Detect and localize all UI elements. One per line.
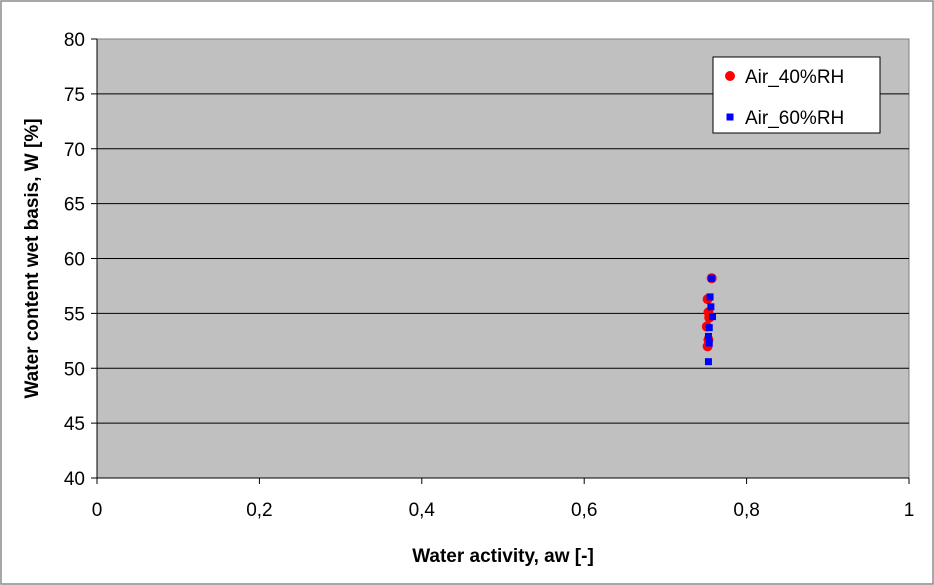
legend-marker-air-40: [725, 71, 735, 81]
data-point-square: [705, 324, 713, 332]
x-tick-label: 0,4: [409, 500, 436, 521]
x-tick-label: 0: [92, 500, 103, 521]
data-point-square: [708, 274, 716, 282]
data-point-square: [704, 332, 712, 340]
y-tick-label: 50: [64, 359, 85, 380]
legend-label-air-40: Air_40%RH: [745, 67, 844, 88]
y-tick-label: 60: [64, 250, 85, 271]
x-tick-label: 0,6: [571, 500, 597, 521]
legend: Air_40%RH Air_60%RH: [712, 56, 881, 134]
y-tick-label: 80: [64, 30, 85, 51]
data-point-square: [708, 313, 716, 321]
legend-marker-air-60: [726, 113, 734, 121]
tick-labels: 40 45 50 55 60 65 70 75 80 0 0,2 0,4 0,6 0,8 1: [64, 30, 914, 521]
data-point-square: [707, 303, 715, 311]
data-point-square: [704, 358, 712, 366]
y-tick-label: 45: [64, 414, 85, 435]
data-points: [701, 273, 717, 366]
data-point-square: [706, 293, 714, 301]
x-axis-title: Water activity, aw [-]: [412, 546, 594, 567]
x-tick-label: 0,2: [246, 500, 272, 521]
y-axis-title: Water content wet basis, W [%]: [22, 118, 43, 398]
axes: [91, 38, 910, 484]
y-tick-label: 75: [64, 85, 85, 106]
y-tick-label: 55: [64, 304, 85, 325]
x-tick-label: 0,8: [733, 500, 759, 521]
y-tick-label: 65: [64, 195, 85, 216]
grid-lines: [97, 93, 909, 424]
legend-box: [712, 56, 881, 134]
y-tick-label: 70: [64, 140, 85, 161]
y-tick-label: 40: [64, 469, 85, 490]
legend-label-air-60: Air_60%RH: [745, 108, 844, 129]
data-point-square: [705, 339, 713, 347]
x-tick-label: 1: [904, 500, 915, 521]
